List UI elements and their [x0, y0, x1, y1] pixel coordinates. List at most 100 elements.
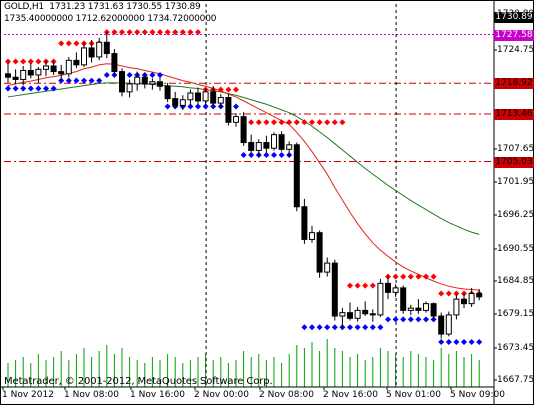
resistance-dot [362, 282, 369, 289]
resistance-dot [309, 119, 315, 126]
candle-body [476, 293, 483, 298]
resistance-dot [369, 282, 376, 289]
candle-body [354, 309, 361, 319]
ohlc-values: 1731.23 1731.63 1730.55 1730.89 [49, 2, 201, 12]
candle-body [445, 314, 452, 335]
resistance-dot [12, 58, 19, 65]
support-dot [73, 77, 80, 84]
candle-body [248, 142, 255, 151]
candle-body [58, 71, 65, 75]
support-dot [392, 316, 399, 323]
resistance-dot [35, 58, 42, 65]
time-tick-label: 5 Nov 01:00 [386, 390, 441, 400]
price-tag: 1705.03 [494, 156, 534, 168]
price-tick-label: 1673.45 [497, 343, 535, 353]
resistance-dot [263, 119, 270, 126]
resistance-dot [111, 29, 118, 36]
support-dot [195, 103, 201, 110]
support-dot [301, 324, 308, 331]
candle-body [164, 85, 171, 100]
price-tag: 1730.89 [494, 12, 534, 23]
fast-ma-line [7, 63, 480, 291]
resistance-dot [316, 119, 323, 126]
support-dot [96, 77, 103, 84]
resistance-dot [331, 119, 338, 126]
candle-body [225, 96, 232, 123]
support-dot [81, 77, 87, 84]
time-tick-label: 2 Nov 00:00 [194, 390, 249, 400]
candle-body [263, 142, 270, 149]
price-tick-label: 1707.65 [497, 144, 535, 154]
slow-ma-line [7, 82, 480, 235]
support-dot [377, 324, 384, 331]
support-dot [316, 324, 323, 331]
candle-body [210, 91, 217, 104]
support-dot [157, 71, 163, 78]
price-tick-label: 1667.75 [497, 375, 535, 385]
support-dot [385, 316, 391, 323]
resistance-dot [195, 29, 201, 36]
support-dot [445, 338, 452, 345]
candle-body [202, 91, 209, 102]
support-dot [43, 85, 49, 92]
candle-body [407, 307, 414, 311]
support-dot [453, 338, 460, 345]
price-tag: 1713.46 [494, 109, 534, 121]
resistance-dot [119, 29, 125, 36]
resistance-dot [73, 40, 80, 47]
candle-body [324, 262, 331, 273]
resistance-dot [392, 273, 399, 280]
candle-body [316, 232, 323, 273]
candle-body [438, 315, 445, 335]
candle-body [134, 76, 141, 85]
candle-body [179, 99, 186, 106]
support-dot [423, 316, 429, 323]
resistance-dot [286, 119, 293, 126]
candle-body [43, 65, 49, 70]
resistance-dot [141, 29, 148, 36]
support-dot [27, 85, 34, 92]
candle-body [233, 116, 239, 123]
support-dot [271, 151, 277, 158]
support-dot [331, 324, 338, 331]
resistance-dot [354, 282, 361, 289]
candle-body [96, 41, 103, 58]
price-tick-label: 1724.75 [497, 45, 535, 55]
support-dot [324, 324, 331, 331]
support-dot [278, 151, 285, 158]
candle-body [255, 142, 262, 151]
support-dot [240, 151, 247, 158]
resistance-dot [134, 29, 141, 36]
candle-body [119, 71, 125, 93]
support-dot [415, 316, 422, 323]
resistance-dot [293, 119, 300, 126]
resistance-dot [407, 273, 414, 280]
time-tick-label: 2 Nov 16:00 [323, 390, 378, 400]
candle-body [141, 76, 148, 85]
support-dot [362, 324, 369, 331]
support-dot [65, 77, 72, 84]
price-tick-label: 1701.95 [497, 177, 535, 187]
candle-body [423, 303, 429, 311]
resistance-dot [20, 58, 27, 65]
candle-body [301, 206, 308, 240]
candle-body [293, 144, 300, 208]
candle-body [385, 282, 391, 293]
candle-body [50, 65, 57, 73]
support-dot [126, 71, 133, 78]
resistance-dot [339, 119, 346, 126]
resistance-dot [233, 86, 239, 93]
candle-body [5, 73, 11, 78]
candle-body [217, 96, 224, 104]
resistance-dot [217, 86, 224, 93]
price-tick-label: 1679.15 [497, 309, 535, 319]
resistance-dot [164, 29, 171, 36]
time-tick-label: 2 Nov 08:00 [259, 390, 314, 400]
support-dot [164, 103, 171, 110]
candle-body [195, 92, 201, 102]
support-dot [468, 338, 475, 345]
resistance-dot [27, 58, 34, 65]
